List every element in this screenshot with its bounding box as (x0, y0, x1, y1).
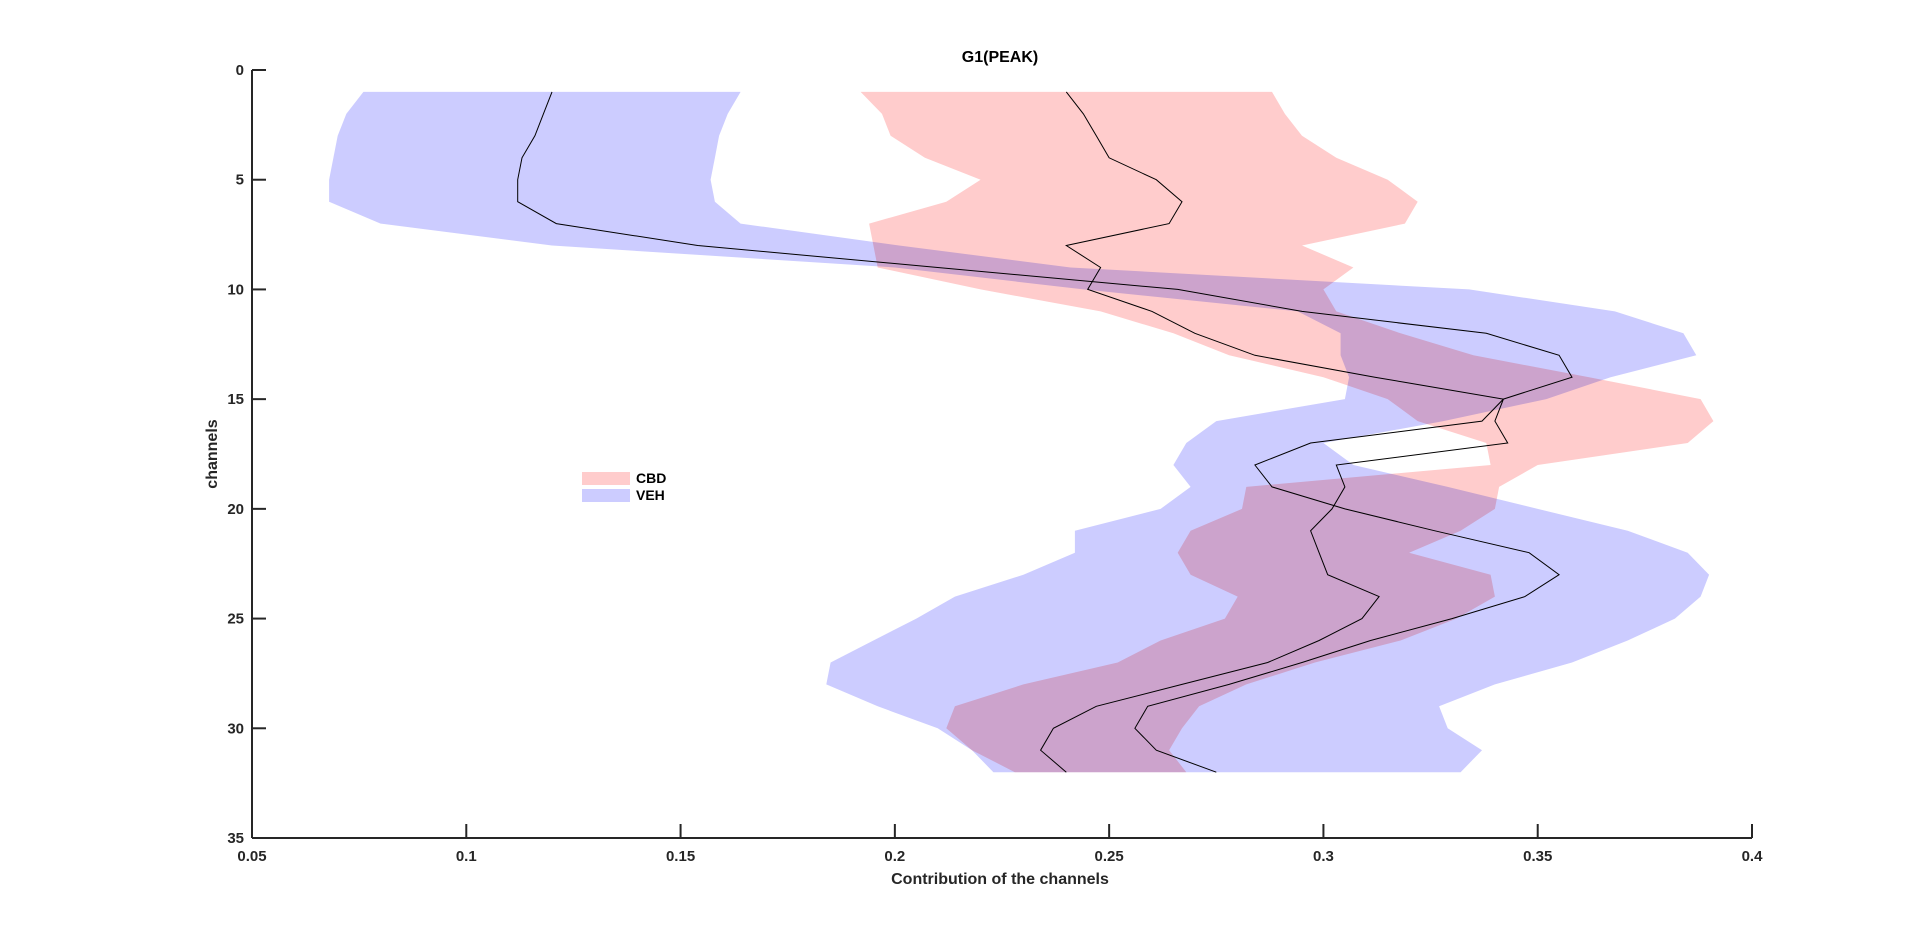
y-tick-label: 25 (227, 611, 244, 628)
x-tick-label: 0.4 (1742, 848, 1764, 865)
legend: CBD VEH (582, 470, 666, 503)
y-axis-title: channels (204, 419, 221, 488)
y-tick-label: 5 (236, 172, 244, 189)
y-tick-label: 10 (227, 281, 244, 298)
x-tick-label: 0.35 (1523, 848, 1552, 865)
mean-lines (517, 91, 1573, 773)
legend-label-cbd: CBD (636, 470, 666, 486)
y-ticks: 0 5 10 15 20 25 30 35 (227, 62, 266, 847)
x-tick-label: 0.1 (456, 848, 477, 865)
legend-label-veh: VEH (636, 487, 665, 503)
y-tick-label: 20 (227, 501, 244, 518)
x-tick-label: 0.05 (237, 848, 266, 865)
mean-line-cbd (1039, 91, 1509, 773)
y-tick-label: 30 (227, 720, 244, 737)
mean-line-veh (517, 91, 1573, 773)
axes (251, 70, 1752, 839)
x-tick-label: 0.25 (1095, 848, 1124, 865)
chart-title: G1(PEAK) (962, 49, 1038, 66)
x-axis-title: Contribution of the channels (891, 871, 1109, 888)
x-tick-label: 0.2 (884, 848, 905, 865)
x-tick-label: 0.3 (1313, 848, 1334, 865)
band-cbd (860, 91, 1714, 773)
confidence-bands (329, 91, 1714, 773)
y-tick-label: 15 (227, 391, 244, 408)
y-tick-label: 0 (236, 62, 244, 79)
x-tick-label: 0.15 (666, 848, 695, 865)
y-tick-label: 35 (227, 830, 244, 847)
x-ticks: 0.05 0.1 0.15 0.2 0.25 0.3 0.35 0.4 (237, 824, 1763, 865)
legend-swatch-cbd (582, 472, 630, 485)
legend-swatch-veh (582, 489, 630, 502)
